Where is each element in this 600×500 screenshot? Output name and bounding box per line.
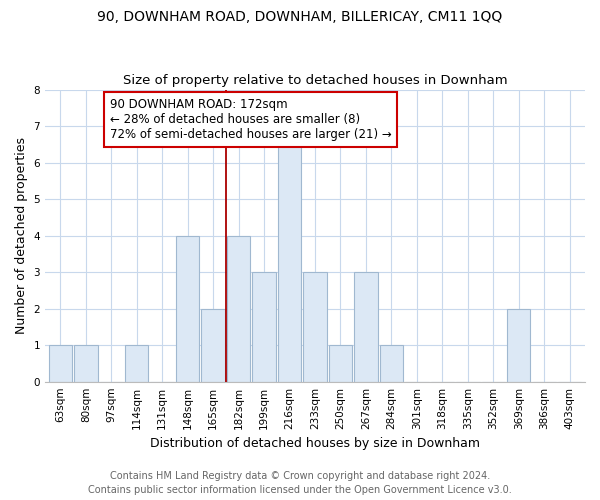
Bar [202,308,225,382]
X-axis label: Distribution of detached houses by size in Downham: Distribution of detached houses by size … [150,437,480,450]
Bar [304,272,327,382]
Bar [227,236,250,382]
Bar [253,272,276,382]
Title: Size of property relative to detached houses in Downham: Size of property relative to detached ho… [123,74,508,87]
Y-axis label: Number of detached properties: Number of detached properties [15,137,28,334]
Text: Contains HM Land Registry data © Crown copyright and database right 2024.
Contai: Contains HM Land Registry data © Crown c… [88,471,512,495]
Bar [49,345,72,382]
Bar [176,236,199,382]
Text: 90, DOWNHAM ROAD, DOWNHAM, BILLERICAY, CM11 1QQ: 90, DOWNHAM ROAD, DOWNHAM, BILLERICAY, C… [97,10,503,24]
Bar [354,272,377,382]
Bar [380,345,403,382]
Text: 90 DOWNHAM ROAD: 172sqm
← 28% of detached houses are smaller (8)
72% of semi-det: 90 DOWNHAM ROAD: 172sqm ← 28% of detache… [110,98,392,142]
Bar [507,308,530,382]
Bar [278,126,301,382]
Bar [74,345,98,382]
Bar [125,345,148,382]
Bar [329,345,352,382]
